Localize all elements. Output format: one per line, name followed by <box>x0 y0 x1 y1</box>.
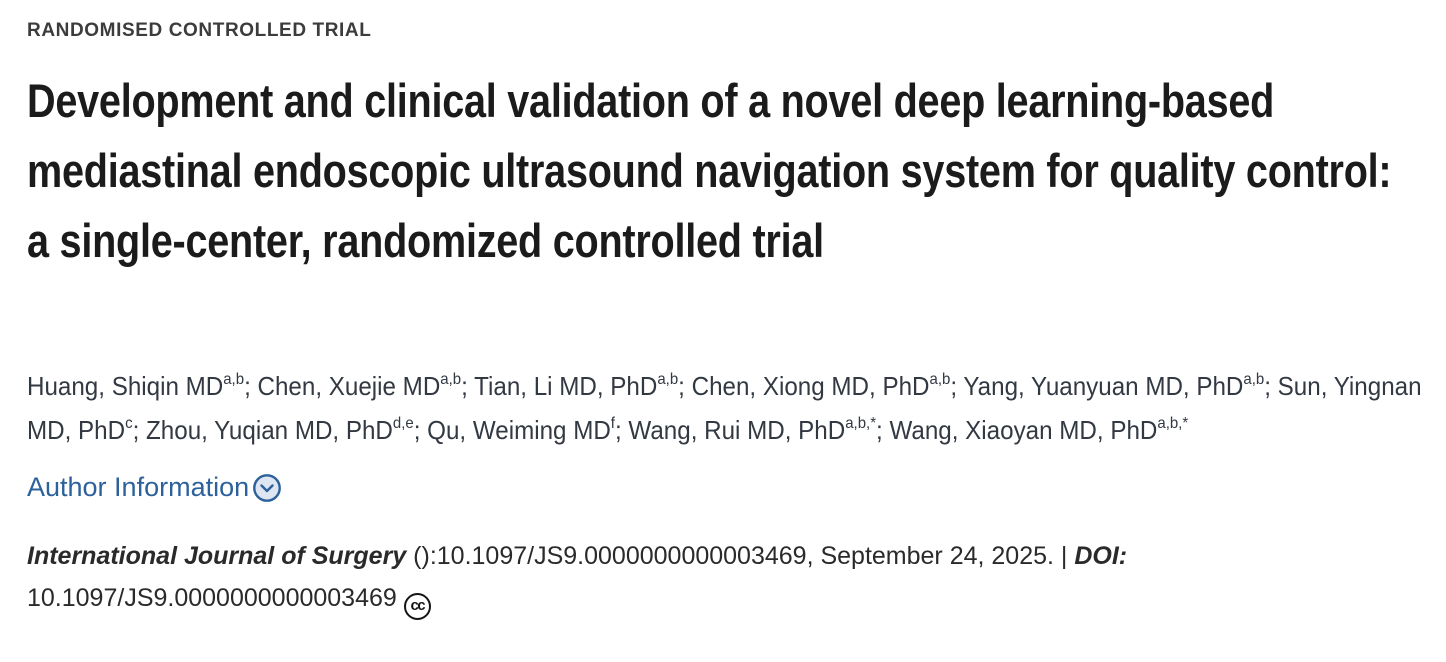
author-affiliation-superscript: d,e <box>392 414 414 432</box>
author-list: Huang, Shiqin MDa,b; Chen, Xuejie MDa,b;… <box>27 370 1422 445</box>
article-header: RANDOMISED CONTROLLED TRIAL Development … <box>27 20 1422 620</box>
chevron-down-circle-icon[interactable] <box>252 473 282 503</box>
creative-commons-icon[interactable]: cc <box>403 592 431 620</box>
author: Huang, Shiqin MDa,b <box>27 370 245 401</box>
author-affiliation-superscript: a,b <box>223 370 245 388</box>
author: Qu, Weiming MDf <box>427 414 615 445</box>
author-information-label: Author Information <box>27 472 250 502</box>
author-affiliation-superscript: c <box>125 414 133 432</box>
author: Yang, Yuanyuan MD, PhDa,b <box>963 370 1265 401</box>
author-affiliation-superscript: a,b <box>440 370 462 388</box>
author-information-toggle[interactable]: Author Information <box>27 472 282 503</box>
article-type-label: RANDOMISED CONTROLLED TRIAL <box>27 20 372 41</box>
author-affiliation-superscript: a,b <box>1243 370 1265 388</box>
author-affiliation-superscript: f <box>610 414 615 432</box>
author-affiliation-superscript: a,b,* <box>1157 414 1189 432</box>
article-title-text: Development and clinical validation of a… <box>27 74 1392 267</box>
author: Tian, Li MD, PhDa,b <box>474 370 679 401</box>
author: Chen, Xiong MD, PhDa,b <box>691 370 951 401</box>
citation-text: ():10.1097/JS9.0000000000003469, Septemb… <box>406 542 1075 570</box>
citation: International Journal of Surgery ():10.1… <box>27 535 1419 620</box>
doi-label: DOI: <box>1074 542 1128 570</box>
article-title: Development and clinical validation of a… <box>27 66 1419 348</box>
author: Zhou, Yuqian MD, PhDd,e <box>146 414 414 445</box>
doi-value: 10.1097/JS9.0000000000003469 <box>27 584 397 612</box>
author: Wang, Rui MD, PhDa,b,* <box>628 414 877 445</box>
author-affiliation-superscript: a,b <box>929 370 951 388</box>
author: Sun, Yingnan MD, PhDc <box>27 371 1422 445</box>
journal-name: International Journal of Surgery <box>27 542 407 570</box>
author-affiliation-superscript: a,b,* <box>845 414 877 432</box>
author: Chen, Xuejie MDa,b <box>257 370 462 401</box>
author: Wang, Xiaoyan MD, PhDa,b,* <box>889 414 1189 445</box>
author-affiliation-superscript: a,b <box>657 370 679 388</box>
